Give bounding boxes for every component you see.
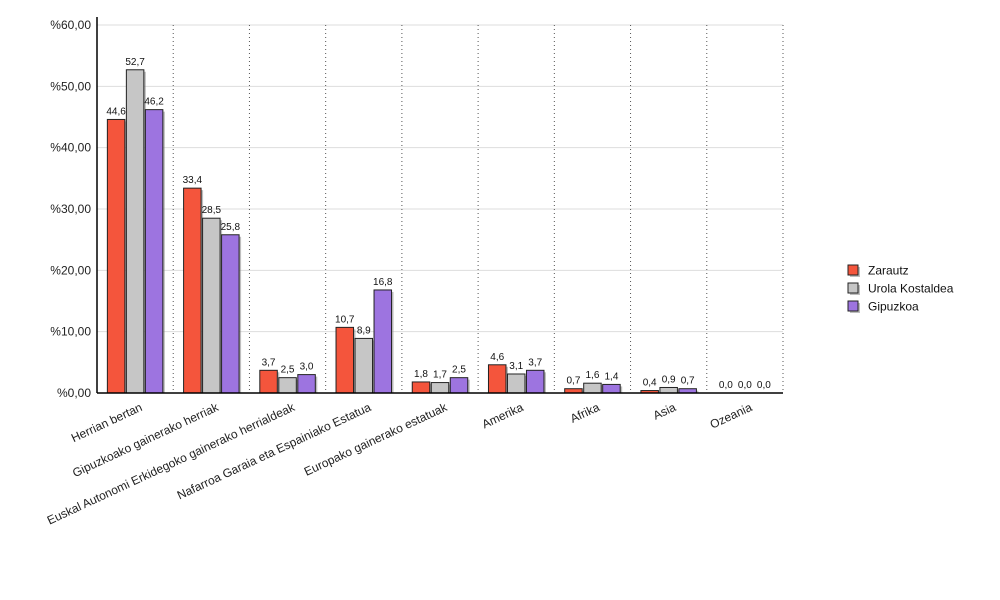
data-label: 0,4 — [643, 378, 657, 389]
bar-urola-kostaldea — [125, 69, 145, 394]
data-label: 10,7 — [335, 314, 355, 325]
x-category-label: Asia — [651, 400, 678, 423]
bar-urola-kostaldea — [506, 373, 526, 394]
data-label: 0,9 — [662, 374, 676, 385]
legend-label: Urola Kostaldea — [868, 282, 954, 296]
bar-gipuzkoa — [373, 289, 393, 394]
data-label: 46,2 — [144, 97, 164, 108]
data-label: 4,6 — [490, 352, 504, 363]
data-label: 8,9 — [357, 325, 371, 336]
legend-swatch — [847, 300, 859, 312]
data-label: 3,1 — [509, 361, 523, 372]
data-label: 0,7 — [566, 376, 580, 387]
bar-zarautz — [183, 187, 202, 394]
legend-label: Gipuzkoa — [868, 300, 919, 314]
bar-urola-kostaldea — [202, 217, 221, 394]
data-label: 0,0 — [738, 380, 752, 391]
y-tick-label: %10,00 — [50, 325, 91, 339]
data-label: 44,6 — [106, 106, 126, 117]
bar-zarautz — [411, 381, 431, 394]
y-tick-label: %0,00 — [57, 386, 91, 400]
data-label: 2,5 — [452, 365, 466, 376]
data-label: 16,8 — [373, 277, 393, 288]
bar-urola-kostaldea — [278, 377, 297, 394]
bar-zarautz — [259, 369, 278, 394]
bar-gipuzkoa — [449, 377, 469, 394]
data-label: 1,6 — [585, 370, 599, 381]
bar-gipuzkoa — [602, 383, 621, 394]
data-label: 1,8 — [414, 369, 428, 380]
x-category-label: Afrika — [568, 400, 602, 426]
data-label: 28,5 — [202, 205, 222, 216]
bar-urola-kostaldea — [354, 337, 374, 394]
x-category-label: Ozeania — [708, 400, 755, 432]
y-tick-label: %30,00 — [50, 202, 91, 216]
data-label: 3,7 — [262, 357, 276, 368]
data-label: 2,5 — [281, 365, 295, 376]
data-label: 0,0 — [719, 380, 733, 391]
data-label: 0,7 — [681, 376, 695, 387]
bar-zarautz — [487, 364, 507, 394]
y-tick-label: %60,00 — [50, 18, 91, 32]
data-label: 3,7 — [528, 357, 542, 368]
data-label: 33,4 — [183, 175, 203, 186]
data-label: 3,0 — [300, 362, 314, 373]
data-label: 0,0 — [757, 380, 771, 391]
bar-zarautz — [335, 326, 355, 394]
bar-gipuzkoa — [525, 369, 545, 394]
bar-zarautz — [106, 118, 126, 394]
y-tick-label: %50,00 — [50, 79, 91, 93]
y-tick-label: %20,00 — [50, 263, 91, 277]
legend-swatch — [847, 264, 859, 276]
data-label: 52,7 — [125, 57, 145, 68]
y-tick-label: %40,00 — [50, 141, 91, 155]
axes — [96, 17, 783, 394]
bar-urola-kostaldea — [659, 386, 678, 394]
bar-gipuzkoa — [144, 109, 164, 394]
data-label: 1,4 — [604, 371, 618, 382]
bar-gipuzkoa — [221, 234, 240, 394]
data-label: 25,8 — [221, 222, 241, 233]
bar-gipuzkoa — [297, 374, 316, 394]
x-category-label: Amerika — [480, 400, 526, 431]
bar-urola-kostaldea — [430, 382, 450, 394]
bars — [106, 69, 699, 394]
x-category-label: Europako gainerako estatuak — [302, 400, 450, 479]
bar-urola-kostaldea — [583, 382, 602, 394]
legend: Zarautz Urola Kostaldea Gipuzkoa — [847, 264, 954, 314]
data-label: 1,7 — [433, 370, 447, 381]
legend-swatch — [847, 282, 859, 294]
legend-label: Zarautz — [868, 264, 909, 278]
